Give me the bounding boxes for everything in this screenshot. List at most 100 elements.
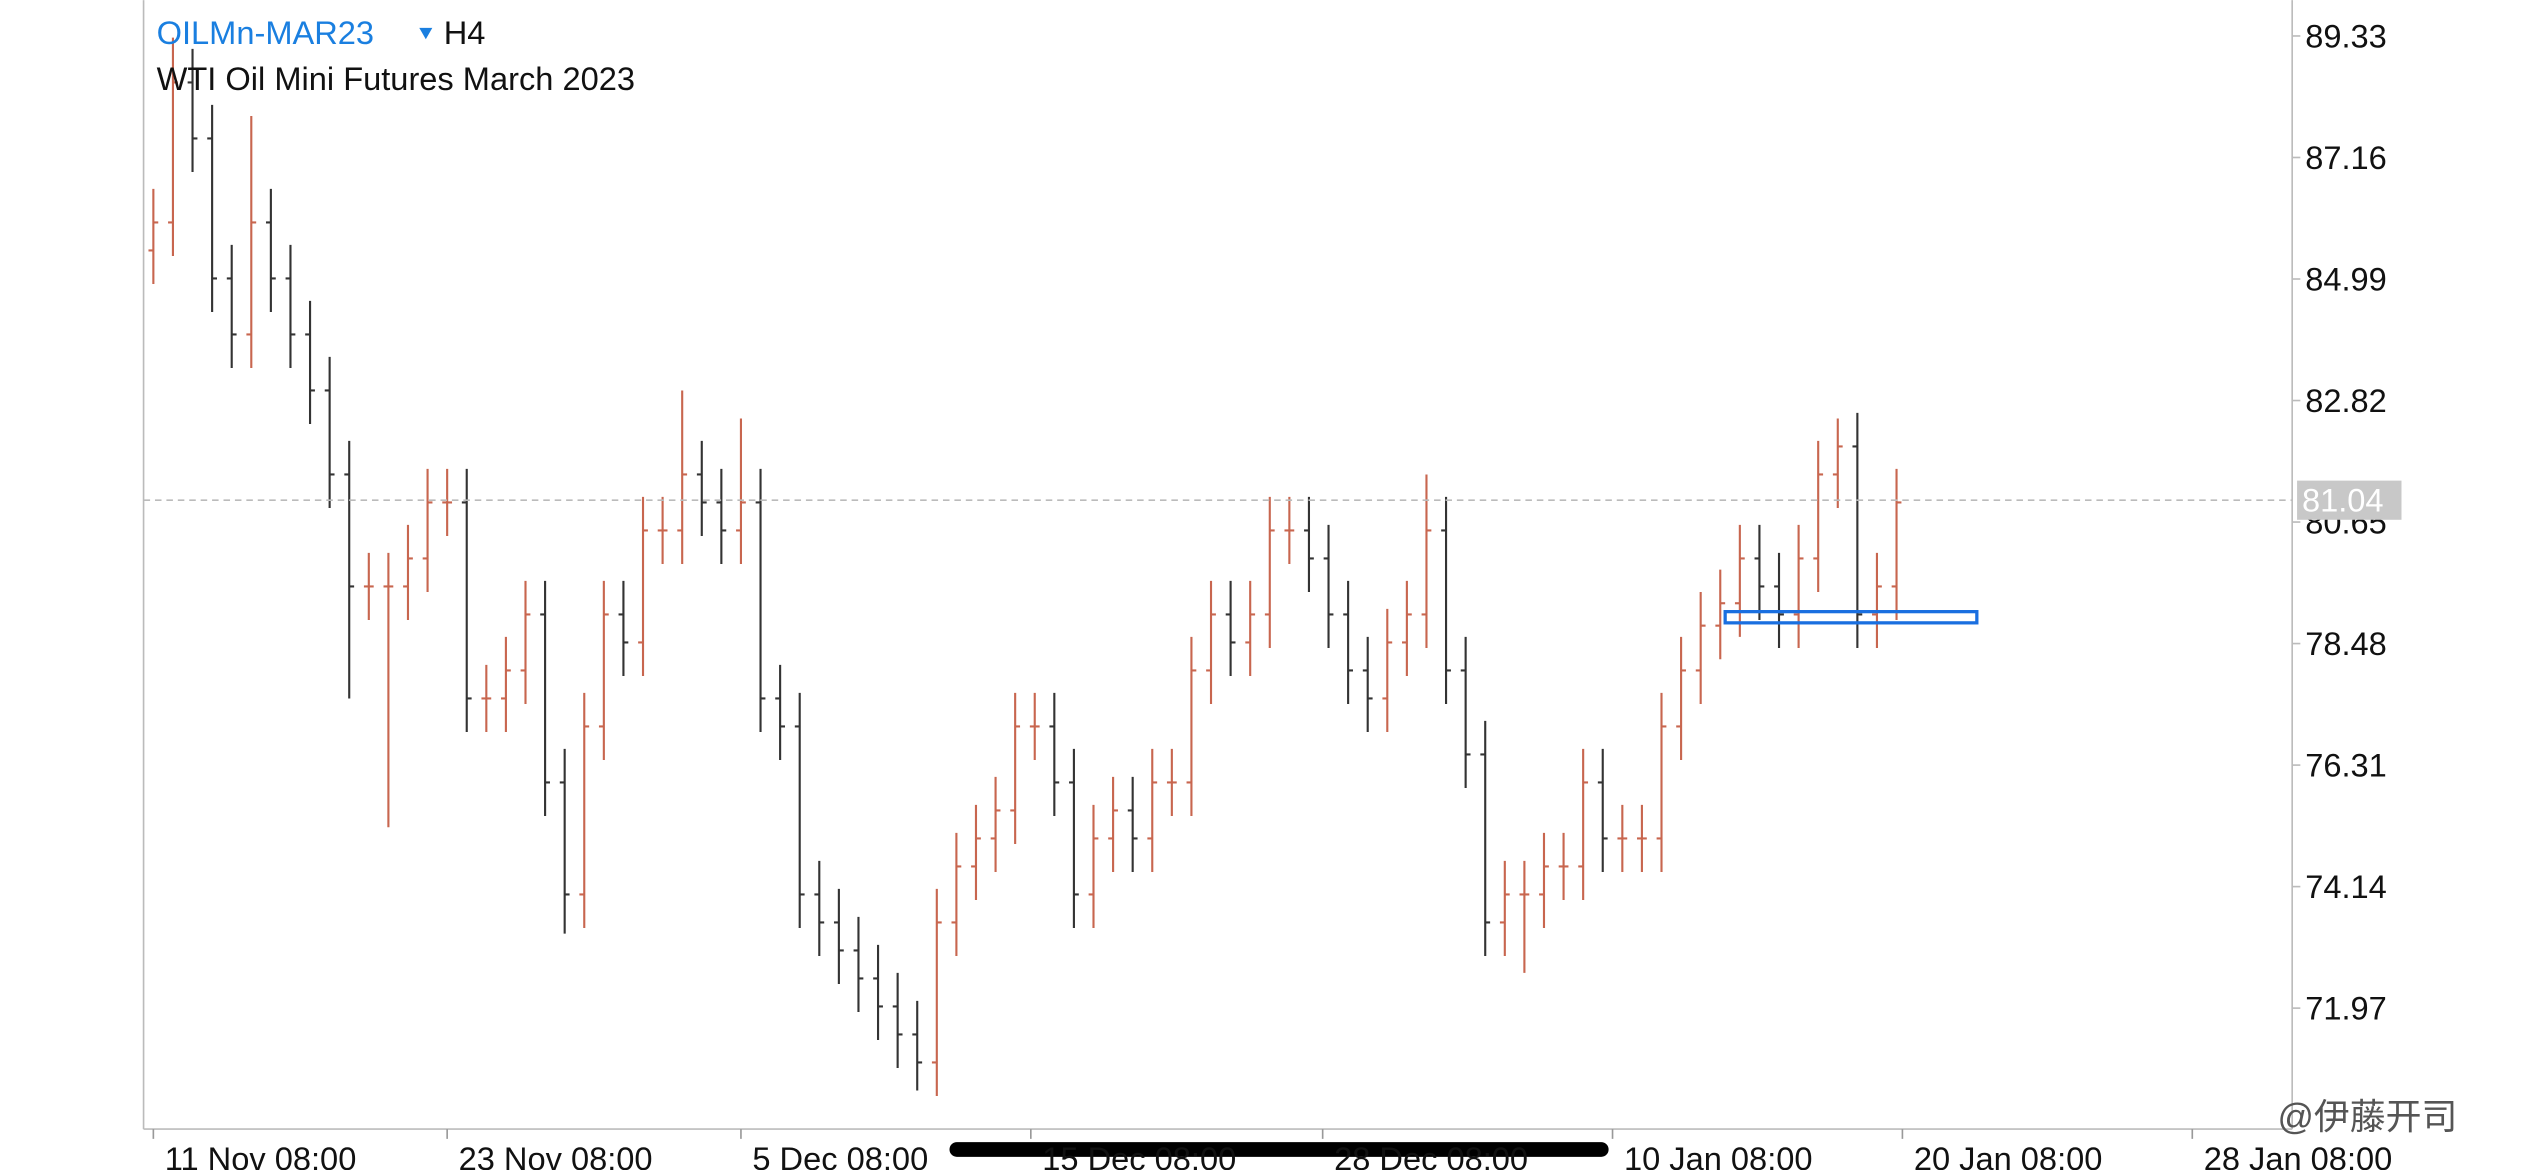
- ohlc-bar: [1010, 692, 1021, 845]
- ohlc-bar: [677, 390, 688, 565]
- ohlc-bar: [1793, 524, 1804, 649]
- ohlc-bar: [1245, 580, 1256, 677]
- ohlc-bar: [1225, 580, 1236, 677]
- ohlc-bar: [696, 440, 707, 537]
- y-tick-label: 71.97: [2305, 990, 2387, 1027]
- ohlc-bar: [1343, 580, 1354, 705]
- y-tick-label: 84.99: [2305, 260, 2387, 297]
- y-tick-label: 87.16: [2305, 139, 2387, 176]
- watermark: @伊藤开司: [2277, 1097, 2457, 1137]
- ohlc-bar: [1382, 608, 1393, 733]
- ohlc-bar: [931, 888, 942, 1097]
- symbol[interactable]: OILMn-MAR23: [157, 14, 374, 51]
- ohlc-bar: [971, 804, 981, 901]
- ohlc-bar: [1421, 474, 1432, 649]
- ohlc-bar: [1401, 580, 1412, 677]
- ohlc-bar: [1304, 496, 1314, 593]
- ohlc-bar: [226, 244, 237, 369]
- ohlc-bar: [1597, 748, 1608, 873]
- ohlc-bar: [1676, 636, 1686, 761]
- ohlc-bar: [1891, 468, 1902, 621]
- ohlc-bar: [775, 664, 786, 761]
- ohlc-bar: [892, 972, 903, 1069]
- ohlc-bar: [1852, 412, 1863, 649]
- ohlc-bar: [1284, 496, 1295, 565]
- ohlc-bar: [990, 776, 1001, 873]
- ohlc-bar: [853, 916, 864, 1013]
- ohlc-bar: [598, 580, 609, 761]
- x-tick-label: 28 Jan 08:00: [2204, 1140, 2393, 1170]
- ohlc-bar: [579, 692, 590, 929]
- x-tick-label: 15 Dec 08:00: [1042, 1140, 1236, 1170]
- ohlc-bar: [1637, 804, 1647, 873]
- ohlc-bar: [1186, 636, 1197, 817]
- symbol-dropdown[interactable]: [419, 27, 433, 40]
- x-tick-label: 5 Dec 08:00: [752, 1140, 928, 1170]
- x-tick-label: 10 Jan 08:00: [1624, 1140, 1813, 1170]
- plot-area: [142, 0, 2293, 1130]
- ohlc-bar: [461, 468, 472, 733]
- ohlc-bar: [442, 468, 453, 537]
- ohlc-bar: [1441, 496, 1451, 705]
- last-price-box: [2297, 480, 2402, 520]
- ohlc-bar: [873, 944, 883, 1041]
- y-tick-label: 89.33: [2305, 17, 2387, 54]
- ohlc-bar: [344, 440, 355, 699]
- home-indicator: [949, 1142, 1609, 1157]
- ohlc-bar: [403, 524, 413, 621]
- ohlc-bar: [1460, 636, 1471, 789]
- ohlc-bar: [1362, 636, 1373, 733]
- ohlc-bar: [657, 496, 668, 565]
- ohlc-bar: [1754, 524, 1765, 621]
- ohlc-bar: [1519, 860, 1530, 973]
- y-tick-label: 74.14: [2305, 868, 2387, 905]
- ohlc-bar: [912, 1000, 923, 1091]
- ohlc-bar: [1323, 524, 1334, 649]
- ohlc-bar: [305, 300, 315, 425]
- ohlc-bar: [285, 244, 296, 369]
- ohlc-bar: [168, 37, 178, 257]
- ohlc-bar: [265, 188, 276, 313]
- ohlc-bar: [833, 888, 844, 985]
- ohlc-bar: [1480, 720, 1491, 957]
- ohlc-bar: [520, 580, 531, 705]
- ohlc-bar: [540, 580, 550, 817]
- ohlc-bar: [1206, 580, 1216, 705]
- ohlc-bar: [794, 692, 805, 929]
- ohlc-bar: [1499, 860, 1510, 957]
- ohlc-bar: [1264, 496, 1275, 649]
- chart-title: WTI Oil Mini Futures March 2023: [157, 60, 635, 97]
- x-tick-label: 28 Dec 08:00: [1334, 1140, 1528, 1170]
- ohlc-bar: [1774, 552, 1784, 649]
- ohlc-bar: [1813, 440, 1824, 593]
- y-tick-label: 76.31: [2305, 747, 2387, 784]
- ohlc-bar: [481, 664, 492, 733]
- ohlc-bar: [1147, 748, 1158, 873]
- ohlc-bar: [1695, 592, 1706, 705]
- ohlc-bar: [638, 496, 648, 677]
- ohlc-bar: [363, 552, 374, 621]
- y-tick-label: 78.48: [2305, 625, 2387, 662]
- ohlc-bar: [1127, 776, 1138, 873]
- ohlc-bar: [1617, 804, 1628, 873]
- ohlc-bar: [951, 832, 962, 957]
- ohlc-bar: [1734, 524, 1745, 637]
- ohlc-bar: [383, 552, 394, 828]
- ohlc-bar: [1166, 748, 1177, 817]
- ohlc-bar: [1715, 569, 1726, 660]
- ohlc-bar: [559, 748, 570, 934]
- timeframe[interactable]: H4: [444, 14, 486, 51]
- ohlc-bar: [148, 188, 159, 285]
- ohlc-bar: [246, 116, 257, 369]
- ohlc-bar: [716, 468, 727, 565]
- ohlc-bar: [814, 860, 825, 957]
- ohlc-bar: [1029, 692, 1040, 761]
- ohlc-bar: [1832, 418, 1843, 509]
- ohlc-bar: [207, 104, 218, 313]
- ohlc-bar: [1872, 552, 1882, 649]
- ohlc-bar: [1069, 748, 1079, 929]
- ohlc-bar: [501, 636, 511, 733]
